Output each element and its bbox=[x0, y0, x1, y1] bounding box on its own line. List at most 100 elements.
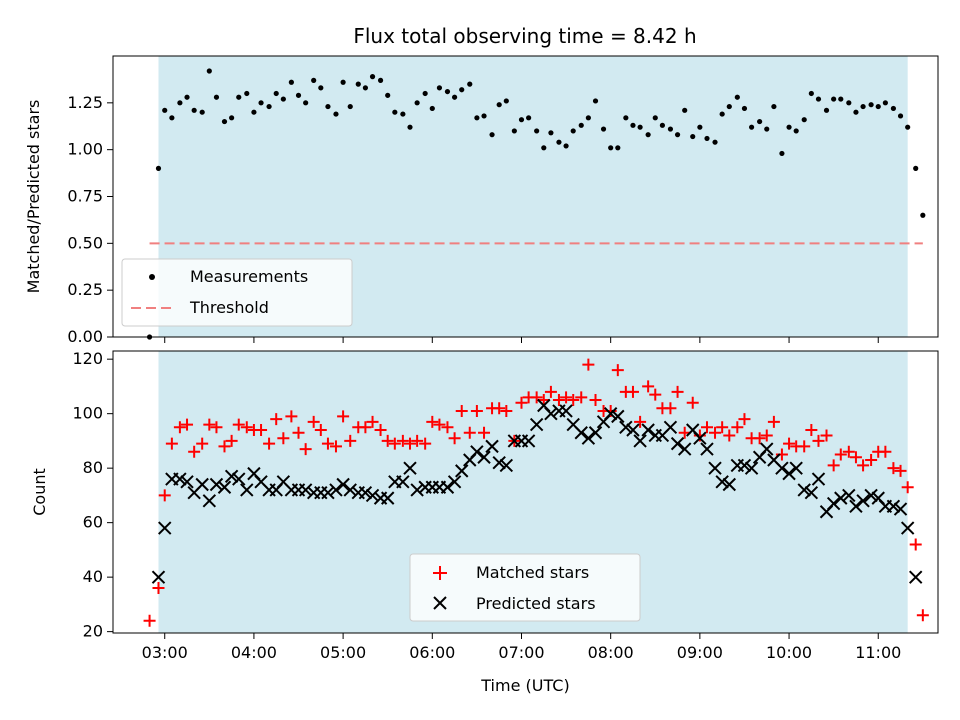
predicted-star-point bbox=[619, 420, 633, 434]
count-x-ticks: 03:00 04:00 05:00 06:00 07:00 08:00 09:00 10:00… bbox=[142, 633, 901, 662]
measurement-point bbox=[659, 122, 666, 128]
measurement-point bbox=[191, 107, 197, 113]
measurement-point bbox=[734, 94, 740, 100]
matched-star-point bbox=[165, 437, 178, 450]
matched-star-point bbox=[634, 415, 647, 428]
matched-star-point bbox=[455, 404, 468, 417]
predicted-star-point bbox=[440, 480, 455, 494]
measurement-point bbox=[541, 145, 547, 151]
measurement-point bbox=[325, 103, 331, 110]
measurement-point bbox=[697, 124, 703, 130]
predicted-star-point bbox=[470, 445, 484, 459]
predicted-star-point bbox=[842, 488, 856, 503]
predicted-star-point bbox=[358, 485, 373, 500]
predicted-star-point bbox=[581, 431, 596, 445]
matched-star-point bbox=[611, 364, 624, 377]
matched-star-point bbox=[530, 391, 543, 404]
matched-star-point bbox=[299, 443, 312, 456]
measurement-point bbox=[719, 111, 725, 117]
predicted-star-point bbox=[677, 442, 692, 456]
matched-star-point bbox=[263, 437, 276, 450]
measurement-point bbox=[690, 133, 696, 140]
measurement-point bbox=[808, 90, 814, 97]
matched-star-point bbox=[448, 432, 461, 445]
measurement-point bbox=[459, 87, 465, 93]
matched-star-point bbox=[865, 453, 878, 466]
matched-star-point bbox=[240, 421, 253, 434]
measurement-point bbox=[392, 109, 398, 115]
matched-star-point bbox=[314, 424, 327, 437]
matched-star-point bbox=[767, 415, 780, 428]
y-tick-label: 40 bbox=[83, 567, 103, 586]
predicted-star-point bbox=[195, 477, 209, 492]
matched-star-point bbox=[232, 418, 245, 431]
matched-star-point bbox=[664, 402, 677, 415]
matched-star-point bbox=[188, 445, 201, 458]
measurement-point bbox=[667, 126, 674, 132]
legend-threshold-label: Threshold bbox=[189, 298, 269, 317]
measurement-point bbox=[303, 100, 309, 106]
measurement-point bbox=[556, 139, 562, 145]
matched-star-point bbox=[321, 437, 334, 450]
measurement-point bbox=[244, 90, 250, 97]
measurement-point bbox=[444, 88, 451, 95]
measurement-point bbox=[481, 113, 487, 119]
ratio-legend-box bbox=[121, 258, 353, 327]
y-tick-label: 0.50 bbox=[67, 233, 103, 252]
measurement-point bbox=[704, 135, 710, 142]
matched-star-point bbox=[812, 434, 825, 447]
matched-star-point bbox=[381, 434, 394, 447]
predicted-star-point bbox=[864, 488, 878, 503]
count-legend: Matched stars Predicted stars bbox=[409, 553, 641, 622]
measurement-point bbox=[920, 212, 926, 218]
measurement-point bbox=[355, 81, 361, 87]
measurement-point bbox=[347, 103, 353, 110]
measurement-point bbox=[266, 103, 272, 110]
predicted-star-point bbox=[365, 488, 380, 503]
predicted-star-point bbox=[173, 472, 187, 486]
matched-star-point bbox=[709, 426, 722, 439]
measurement-point bbox=[897, 113, 904, 119]
legend-predicted-marker bbox=[433, 596, 447, 610]
predicted-star-point bbox=[329, 483, 343, 497]
measurement-point bbox=[496, 102, 502, 108]
x-tick-label: 04:00 bbox=[231, 643, 277, 662]
matched-star-point bbox=[753, 432, 766, 445]
measurement-point bbox=[407, 124, 413, 130]
measurement-point bbox=[400, 111, 406, 117]
predicted-star-point bbox=[396, 475, 410, 489]
matched-star-point bbox=[196, 437, 209, 450]
measurement-point bbox=[162, 107, 168, 113]
matched-star-point bbox=[493, 402, 506, 415]
measurement-point bbox=[236, 94, 242, 100]
predicted-star-point bbox=[886, 499, 901, 514]
measurement-point bbox=[801, 117, 807, 123]
matched-star-point bbox=[544, 385, 557, 398]
matched-star-point bbox=[738, 413, 751, 426]
matched-star-point bbox=[337, 410, 350, 423]
matched-star-point bbox=[515, 396, 528, 409]
measurement-point bbox=[436, 85, 443, 91]
measurement-point bbox=[682, 107, 688, 113]
y-tick-label: 100 bbox=[72, 404, 103, 423]
measurement-point bbox=[184, 94, 190, 100]
predicted-star-point bbox=[797, 483, 811, 497]
legend-predicted-label: Predicted stars bbox=[476, 594, 596, 613]
measurement-point bbox=[882, 100, 888, 106]
y-tick-label: 80 bbox=[83, 458, 103, 477]
measurement-point bbox=[333, 111, 339, 117]
matched-star-point bbox=[143, 614, 156, 627]
measurement-point bbox=[385, 92, 391, 98]
matched-star-point bbox=[285, 410, 298, 423]
measurement-point bbox=[169, 115, 175, 121]
measurement-point bbox=[890, 105, 897, 112]
measurement-point bbox=[563, 143, 569, 149]
measurement-point bbox=[229, 115, 235, 121]
matched-star-point bbox=[760, 429, 773, 442]
predicted-star-point bbox=[856, 494, 870, 508]
predicted-star-point bbox=[455, 464, 469, 478]
measurement-point bbox=[526, 115, 532, 121]
matched-star-point bbox=[433, 418, 446, 431]
predicted-star-point bbox=[900, 521, 915, 535]
